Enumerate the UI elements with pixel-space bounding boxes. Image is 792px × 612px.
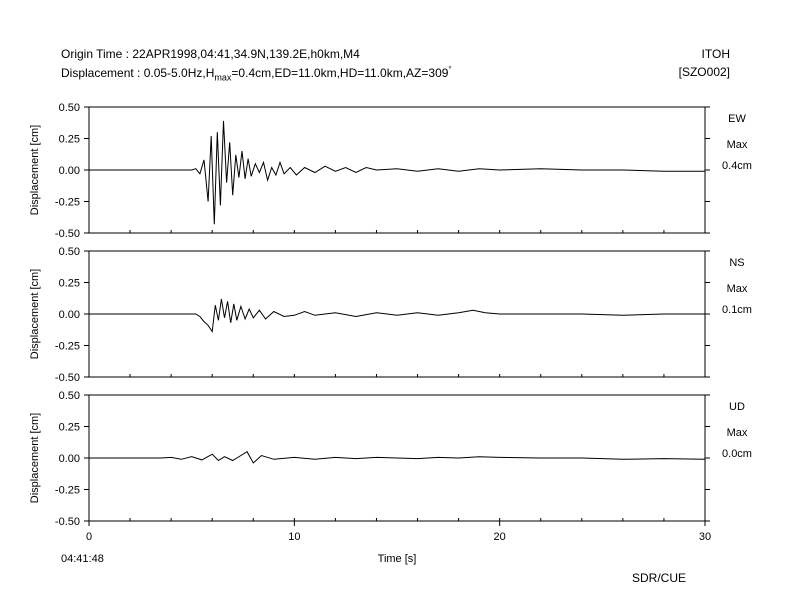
- y-tick-label: 0.25: [59, 278, 80, 290]
- y-tick-label: -0.50: [55, 516, 80, 528]
- panel-ns: 0.50 0.25 0.00 -0.25 -0.50 Displacement [cm] N…: [29, 246, 752, 384]
- max-label: Max: [727, 427, 748, 439]
- y-tick-label: 0.50: [59, 246, 80, 258]
- displacement-prefix: Displacement : 0.05-5.0Hz,H: [61, 66, 215, 80]
- y-tick-label: 0.25: [59, 134, 80, 146]
- y-tick-label: -0.25: [55, 341, 80, 353]
- x-tick-label: 30: [699, 531, 711, 543]
- y-axis-label: Displacement [cm]: [29, 269, 41, 359]
- displacement-suffix: =0.4cm,ED=11.0km,HD=11.0km,AZ=309: [231, 66, 449, 80]
- y-tick-label: 0.00: [59, 453, 80, 465]
- max-value: 0.1cm: [722, 304, 752, 316]
- y-tick-label: -0.50: [55, 228, 80, 240]
- station-name: ITOH: [701, 47, 730, 61]
- component-label: NS: [729, 257, 744, 269]
- component-label: UD: [729, 401, 745, 413]
- max-label: Max: [727, 139, 748, 151]
- max-label: Max: [727, 283, 748, 295]
- station-code: [SZO002]: [678, 65, 730, 79]
- y-axis-label: Displacement [cm]: [29, 125, 41, 215]
- displacement-line: Displacement : 0.05-5.0Hz,Hmax=0.4cm,ED=…: [61, 65, 452, 82]
- x-tick-label: 20: [494, 531, 506, 543]
- y-axis-label: Displacement [cm]: [29, 413, 41, 503]
- component-label: EW: [728, 113, 746, 125]
- y-tick-label: 0.00: [59, 165, 80, 177]
- trace-line: [89, 298, 705, 334]
- x-axis-label: Time [s]: [378, 553, 417, 565]
- origin-line: Origin Time : 22APR1998,04:41,34.9N,139.…: [61, 47, 360, 61]
- x-tick-label: 10: [288, 531, 300, 543]
- y-tick-label: -0.50: [55, 372, 80, 384]
- x-tick-label: 0: [86, 531, 92, 543]
- y-tick-label: -0.25: [55, 485, 80, 497]
- y-tick-label: 0.50: [59, 102, 80, 114]
- credit-label: SDR/CUE: [632, 571, 687, 585]
- max-value: 0.4cm: [722, 160, 752, 172]
- panel-ud: 0.50 0.25 0.00 -0.25 -0.50 Displacement [cm] U…: [29, 390, 752, 528]
- start-time: 04:41:48: [61, 553, 104, 565]
- displacement-subscript: max: [214, 72, 232, 83]
- y-tick-label: 0.00: [59, 309, 80, 321]
- trace-line: [89, 120, 705, 225]
- y-tick-label: 0.50: [59, 390, 80, 402]
- degree-mark: °: [448, 65, 452, 74]
- max-value: 0.0cm: [722, 448, 752, 460]
- trace-line: [89, 450, 706, 464]
- y-tick-label: -0.25: [55, 197, 80, 209]
- panel-ew: 0.50 0.25 0.00 -0.25 -0.50 Displacement [cm] E…: [29, 102, 752, 240]
- y-tick-label: 0.25: [59, 422, 80, 434]
